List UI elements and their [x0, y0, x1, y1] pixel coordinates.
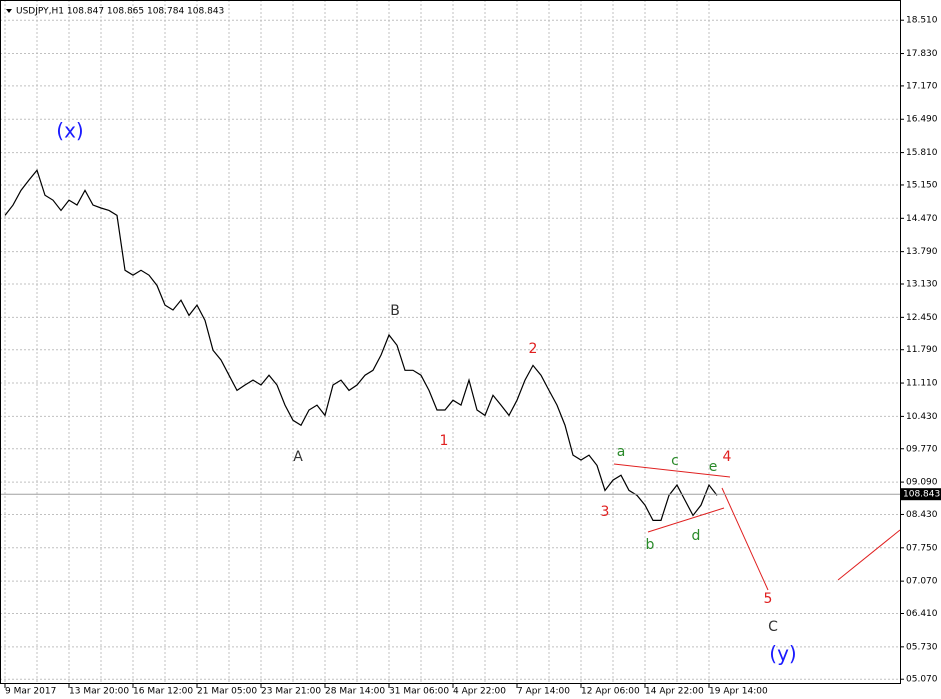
chart-header: USDJPY,H1 108.847 108.865 108.784 108.84…: [16, 7, 224, 17]
menu-arrow[interactable]: [6, 9, 12, 13]
x-tick-label: 23 Mar 21:00: [261, 687, 321, 697]
trend-line: [647, 507, 725, 533]
wave-label: B: [390, 303, 400, 319]
y-tick-label: 11.110: [906, 379, 938, 389]
x-tick-label: 28 Mar 14:00: [325, 687, 385, 697]
wave-label: b: [646, 537, 655, 553]
y-tick-label: 06.410: [906, 609, 938, 619]
wave-label: (x): [56, 119, 83, 143]
y-tick-label: 05.070: [906, 675, 938, 685]
grid: [0, 0, 900, 684]
trend-line: [613, 463, 731, 478]
y-tick-label: 13.790: [906, 247, 938, 257]
y-tick-label: 12.450: [906, 313, 938, 323]
wave-label: (y): [769, 642, 796, 666]
price-line: [4, 169, 718, 521]
wave-label: 4: [723, 449, 732, 465]
y-tick-label: 05.730: [906, 642, 938, 652]
x-tick-label: 13 Mar 20:00: [69, 687, 129, 697]
x-tick-label: 16 Mar 12:00: [133, 687, 193, 697]
current-price-label: 108.843: [903, 490, 940, 500]
wave-label: 3: [601, 504, 610, 520]
y-tick-label: 14.470: [906, 214, 938, 224]
y-tick-label: 15.150: [906, 180, 938, 190]
plot-border: [0, 0, 901, 684]
y-tick-label: 09.770: [906, 444, 938, 454]
y-tick-label: 08.430: [906, 510, 938, 520]
y-tick-label: 13.130: [906, 280, 938, 290]
y-tick-label: 10.430: [906, 412, 938, 422]
y-tick-label: 16.490: [906, 115, 938, 125]
y-tick-label: 11.790: [906, 345, 938, 355]
y-tick-label: 07.750: [906, 543, 938, 553]
x-tick-label: 19 Apr 14:00: [709, 687, 768, 697]
wave-label: 1: [440, 433, 449, 449]
y-tick-label: 18.510: [906, 16, 938, 26]
x-tick-label: 12 Apr 06:00: [581, 687, 640, 697]
current-price-box: [901, 488, 941, 501]
wave-label: c: [671, 453, 679, 469]
wave-label: C: [768, 619, 778, 635]
annotations: (x) (y) A B C 1 2 3 4 5 a b c d e: [56, 119, 796, 666]
y-tick-label: 15.810: [906, 148, 938, 158]
wave-label: d: [692, 528, 701, 544]
x-tick-label: 31 Mar 06:00: [389, 687, 449, 697]
y-tick-label: 17.170: [906, 81, 938, 91]
y-tick-label: 17.830: [906, 49, 938, 59]
projection-line: [721, 487, 769, 591]
x-tick-label: 9 Mar 2017: [5, 687, 56, 697]
wave-label: e: [709, 459, 718, 475]
wave-label: A: [293, 449, 303, 465]
x-tick-label: 7 Apr 14:00: [517, 687, 570, 697]
wave-label: a: [617, 444, 626, 460]
projection-line: [837, 529, 901, 581]
x-tick-label: 21 Mar 05:00: [197, 687, 257, 697]
y-tick-label: 07.070: [906, 577, 938, 587]
x-tick-label: 14 Apr 22:00: [645, 687, 704, 697]
x-tick-label: 4 Apr 22:00: [453, 687, 506, 697]
y-tick-label: 09.090: [906, 478, 938, 488]
wave-label: 5: [764, 591, 773, 607]
wave-label: 2: [529, 341, 538, 357]
